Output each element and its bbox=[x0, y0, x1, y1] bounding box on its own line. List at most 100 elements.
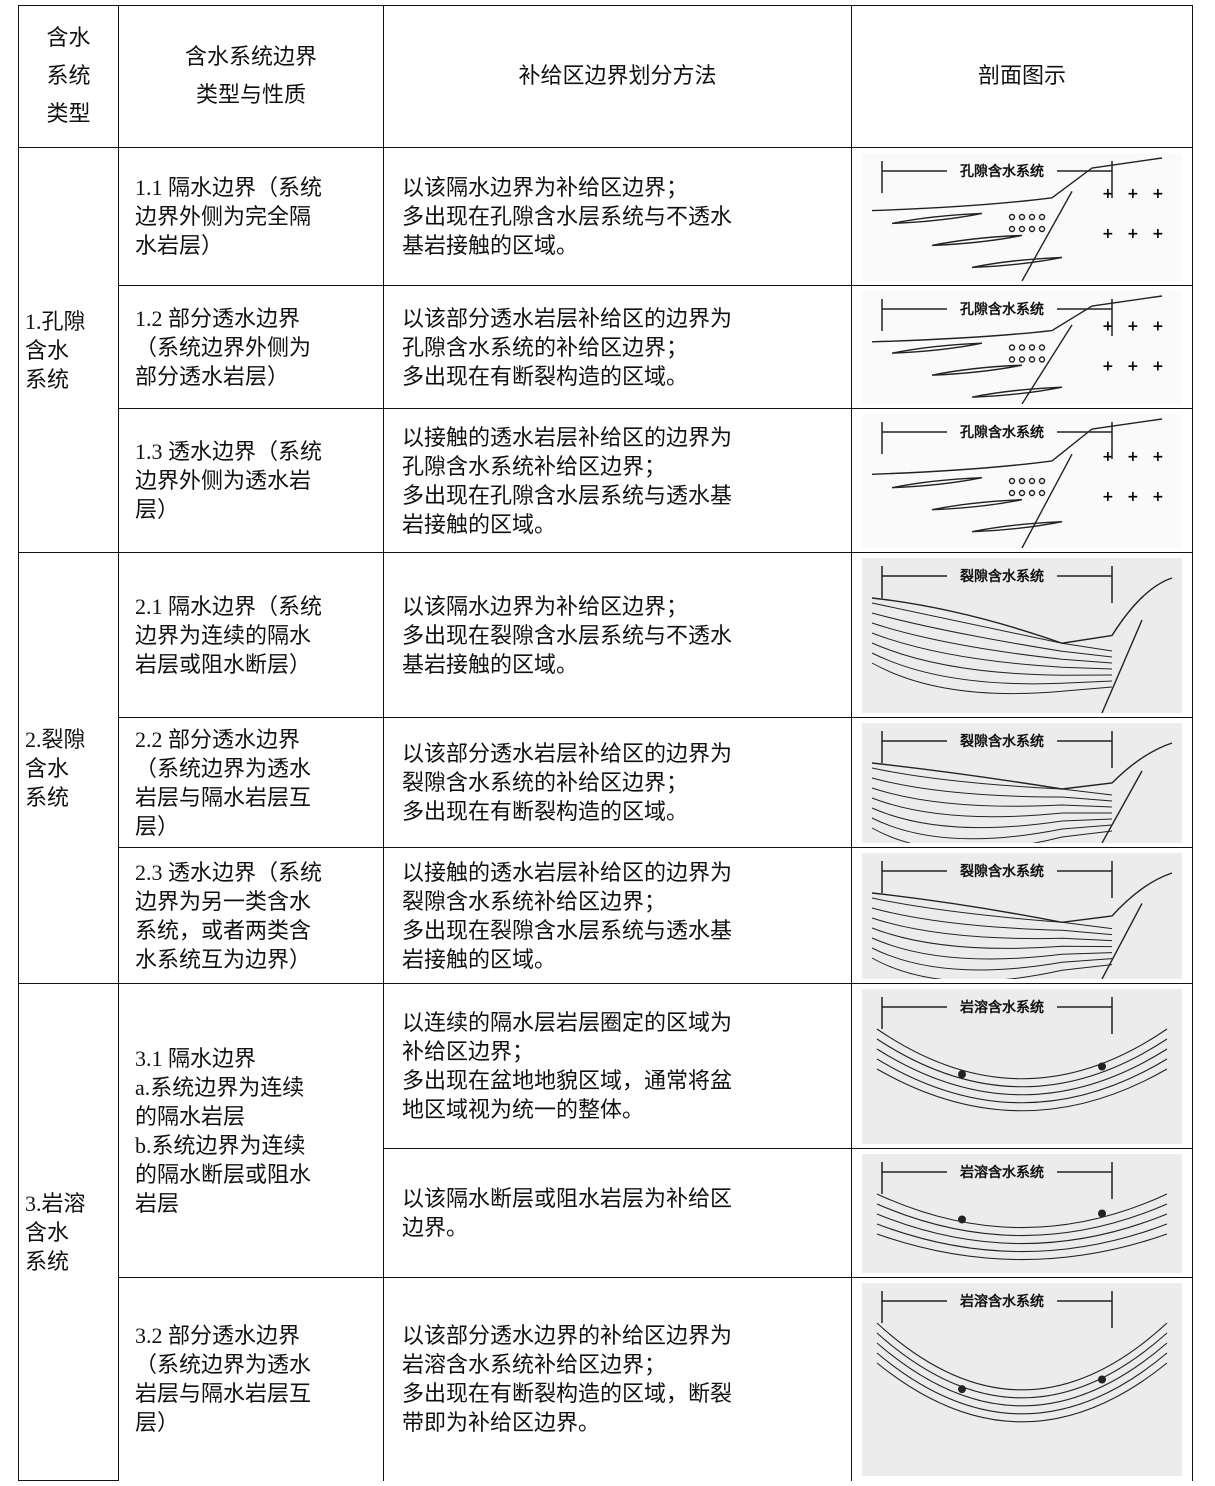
text-line: 岩层与隔水岩层互 bbox=[135, 784, 312, 810]
plus: + bbox=[1102, 488, 1114, 504]
slope bbox=[871, 156, 1163, 281]
text-line: 含水 bbox=[25, 337, 70, 363]
gravel bbox=[1038, 355, 1046, 363]
text-line: 2.3 透水边界（系统 bbox=[135, 859, 323, 885]
method-cell: 以连续的隔水层岩层圈定的区域为 补给区边界； 多出现在盆地地貌区域，通常将盆 地区域视… bbox=[383, 983, 852, 1149]
label-bg bbox=[947, 419, 1057, 444]
layer bbox=[871, 622, 1113, 663]
gravel bbox=[1028, 355, 1036, 363]
method-cell: 以接触的透水岩层补给区的边界为 孔隙含水系统补给区边界； 多出现在孔隙含水层系统与透… bbox=[383, 408, 852, 553]
gravel bbox=[1038, 225, 1046, 232]
figure-cell: 岩溶含水系统 bbox=[851, 1277, 1193, 1481]
layer bbox=[871, 827, 1113, 843]
text-line: 1.1 隔水边界（系统 bbox=[135, 175, 323, 200]
table-row: 1.3 透水边界（系统 边界外侧为透水岩 层） 以接触的透水岩层补给区的边界为 孔隙含水… bbox=[19, 408, 1193, 553]
table-row: 2.3 透水边界（系统 边界为另一类含水 系统，或者两类含 水系统互为边界） 以接触的透… bbox=[19, 847, 1193, 984]
text-line: 水岩层） bbox=[135, 233, 224, 258]
text-line: 地区域视为统一的整体。 bbox=[402, 1097, 645, 1122]
text-line: （系统边界为透水 bbox=[135, 755, 312, 781]
figure-label: 裂隙含水系统 bbox=[959, 863, 1044, 880]
text-line: 多出现在有断裂构造的区域。 bbox=[402, 799, 689, 824]
section-figure: + + + + + + 孔隙含水系统 bbox=[862, 290, 1182, 404]
table-row: 3.2 部分透水边界 （系统边界为透水 岩层与隔水岩层互 层） 以该部分透水边界的补给区… bbox=[19, 1277, 1193, 1481]
gravel bbox=[1008, 213, 1016, 220]
figure-cell: 岩溶含水系统 bbox=[851, 1148, 1193, 1278]
figure-label: 孔隙含水系统 bbox=[960, 301, 1044, 318]
table-row: 1.孔隙 含水 系统 1.1 隔水边界（系统 边界外侧为完全隔 水岩层） 以该隔水边界为补给… bbox=[18, 147, 1193, 553]
boundary-cell: 3.2 部分透水边界 （系统边界为透水 岩层与隔水岩层互 层） bbox=[118, 1277, 384, 1481]
plus: + bbox=[1102, 318, 1114, 334]
layer bbox=[871, 937, 1113, 959]
layer bbox=[871, 662, 1113, 694]
text-line: 边界为另一类含水 bbox=[135, 888, 312, 914]
gravel bbox=[1008, 355, 1016, 363]
plus: + bbox=[1152, 448, 1164, 464]
plus: + bbox=[1102, 358, 1114, 374]
section-figure: 裂隙含水系统 bbox=[862, 722, 1182, 843]
figure-label: 岩溶含水系统 bbox=[959, 999, 1044, 1016]
label-bg bbox=[947, 728, 1057, 753]
label-bg bbox=[947, 858, 1057, 883]
text-line: 层） bbox=[135, 1410, 180, 1436]
figure-label: 裂隙含水系统 bbox=[959, 733, 1044, 750]
text-line: 孔隙含水系统的补给区边界； bbox=[402, 334, 689, 360]
boundary-cell: 1.3 透水边界（系统 边界外侧为透水岩 层） bbox=[118, 408, 384, 553]
figure-label: 孔隙含水系统 bbox=[960, 163, 1044, 180]
group-cell: 3.岩溶 含水 系统 bbox=[18, 983, 119, 1481]
text-line: 以该部分透水岩层补给区的边界为 bbox=[402, 741, 733, 766]
gravel bbox=[1028, 343, 1036, 351]
text-line: 部分透水岩层） bbox=[135, 363, 290, 389]
text-line: 多出现在孔隙含水层系统与不透水 bbox=[402, 204, 733, 229]
text-line: 多出现在盆地地貌区域，通常将盆 bbox=[402, 1068, 733, 1093]
figure-cell: 裂隙含水系统 bbox=[851, 847, 1193, 984]
lens bbox=[971, 520, 1063, 532]
layer bbox=[871, 632, 1113, 669]
table-row: 2.2 部分透水边界 （系统边界为透水 岩层与隔水岩层互 层） 以该部分透水岩层补给区的… bbox=[19, 717, 1193, 848]
figure-cell: + + + + + + 孔隙含水系统 bbox=[851, 285, 1193, 409]
plus: + bbox=[1152, 185, 1164, 201]
text-line: 含水 bbox=[46, 25, 91, 51]
spring bbox=[958, 1214, 966, 1223]
group-cell: 2.裂隙 含水 系统 bbox=[18, 552, 119, 984]
basin-layer bbox=[876, 1028, 1168, 1079]
text-line: 层） bbox=[135, 813, 180, 839]
text-line: 岩溶含水系统补给区边界； bbox=[402, 1352, 667, 1378]
gravel bbox=[1038, 213, 1046, 220]
layer bbox=[871, 612, 1113, 657]
section-figure: + + + + + + 孔隙含水系统 bbox=[862, 152, 1182, 281]
text-line: 系统，或者两类含 bbox=[135, 917, 312, 943]
text-line: 多出现在裂隙含水层系统与不透水 bbox=[402, 622, 733, 648]
gravel bbox=[1008, 225, 1016, 232]
layer bbox=[871, 797, 1112, 817]
text-line: 补给区边界划分方法 bbox=[518, 63, 717, 89]
boundary-cell: 2.3 透水边界（系统 边界为另一类含水 系统，或者两类含 水系统互为边界） bbox=[118, 847, 384, 984]
section-figure: 岩溶含水系统 bbox=[862, 988, 1182, 1144]
gravel bbox=[1028, 489, 1036, 496]
text-line: 类型 bbox=[46, 101, 91, 127]
basin-layer bbox=[876, 1342, 1168, 1406]
text-line: 含水系统边界 bbox=[184, 44, 317, 70]
basin-layer bbox=[876, 1212, 1168, 1244]
text-line: 类型与性质 bbox=[195, 82, 306, 108]
label-bg bbox=[947, 158, 1057, 183]
text-line: 边界外侧为完全隔 bbox=[135, 204, 312, 229]
gravel bbox=[1018, 355, 1026, 363]
figure-label: 岩溶含水系统 bbox=[959, 1293, 1044, 1310]
text-line: （系统边界为透水 bbox=[135, 1352, 312, 1378]
gravel bbox=[1018, 489, 1026, 496]
text-line: a.系统边界为连续 bbox=[135, 1074, 305, 1100]
text-line: 基岩接触的区域。 bbox=[402, 651, 579, 677]
layer bbox=[871, 767, 1113, 795]
plus: + bbox=[1152, 358, 1164, 374]
table-row: 以该隔水断层或阻水岩层为补给区 边界。 岩溶含水系统 bbox=[19, 1148, 1193, 1278]
layer bbox=[871, 817, 1113, 839]
gravel bbox=[1038, 343, 1046, 351]
lens bbox=[891, 212, 983, 224]
text-line: 水系统互为边界） bbox=[135, 946, 312, 972]
text-line: 裂隙含水系统的补给区边界； bbox=[402, 770, 689, 795]
text-line: 系统 bbox=[46, 63, 91, 89]
plus: + bbox=[1102, 448, 1114, 464]
section-figure: 裂隙含水系统 bbox=[862, 852, 1182, 979]
text-line: 以连续的隔水层岩层圈定的区域为 bbox=[402, 1010, 733, 1035]
lens bbox=[931, 234, 1023, 246]
